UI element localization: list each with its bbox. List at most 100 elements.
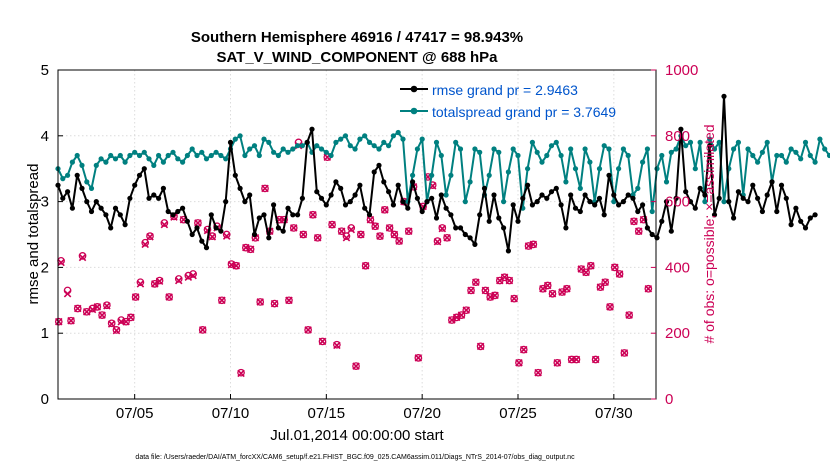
series-point-totalspread — [443, 192, 449, 198]
obs-assimilated-marker — [261, 184, 269, 193]
series-point-rmse — [438, 192, 444, 198]
obs-assimilated-marker — [591, 355, 600, 364]
plot-frame — [57, 69, 657, 400]
obs-possible-marker — [333, 340, 341, 349]
series-point-rmse — [711, 212, 718, 218]
series-point-rmse — [146, 195, 152, 201]
obs-possible-marker — [371, 222, 380, 231]
right-tick-label: 1000 — [665, 62, 698, 79]
series-point-totalspread — [587, 159, 593, 165]
series-point-rmse — [318, 195, 325, 201]
series-point-totalspread — [318, 146, 325, 152]
obs-possible-marker — [515, 358, 523, 367]
series-point-totalspread — [707, 136, 713, 142]
series-point-totalspread — [60, 176, 66, 182]
series-point-totalspread — [577, 185, 583, 191]
series-point-totalspread — [601, 143, 607, 149]
series-point-rmse — [467, 235, 473, 241]
obs-possible-marker — [103, 301, 111, 310]
series-point-totalspread — [606, 146, 612, 152]
obs-possible-marker — [404, 227, 413, 236]
series-point-rmse — [793, 205, 799, 211]
legend-rmse-label: rmse grand pr = 2.9463 — [432, 82, 578, 98]
series-point-rmse — [127, 195, 133, 201]
series-point-totalspread — [750, 152, 756, 159]
series-point-totalspread — [180, 159, 186, 165]
series-point-rmse — [798, 218, 804, 224]
obs-possible-marker — [218, 296, 226, 305]
series-point-rmse — [462, 231, 468, 238]
series-point-totalspread — [429, 172, 435, 178]
series-point-rmse — [266, 235, 272, 241]
series-point-rmse — [400, 199, 406, 205]
series-point-rmse — [472, 241, 478, 247]
series-point-totalspread — [783, 159, 789, 165]
series-point-totalspread — [807, 152, 813, 159]
obs-assimilated-marker — [634, 227, 643, 235]
obs-possible-marker — [519, 345, 528, 354]
legend-spread-marker — [410, 107, 418, 115]
left-tick-label: 4 — [41, 128, 49, 145]
series-point-rmse — [625, 192, 631, 198]
obs-assimilated-marker — [189, 271, 197, 280]
series-point-totalspread — [798, 156, 804, 162]
series-point-rmse — [649, 231, 655, 238]
series-point-totalspread — [649, 208, 655, 215]
obs-possible-marker — [572, 355, 581, 364]
obs-assimilated-marker — [222, 232, 231, 240]
obs-assimilated-marker — [601, 278, 609, 286]
left-axis: 0 1 2 3 4 5 — [41, 62, 63, 408]
obs-assimilated-marker — [505, 276, 514, 285]
obs-possible-marker — [107, 319, 116, 328]
series-point-rmse — [692, 205, 698, 211]
series-point-totalspread — [716, 139, 722, 145]
obs-possible-marker — [285, 296, 293, 305]
left-tick-label: 5 — [41, 62, 49, 79]
obs-possible-marker — [457, 311, 466, 319]
series-point-rmse — [98, 205, 104, 211]
obs-assimilated-marker — [481, 286, 490, 295]
series-point-totalspread — [510, 146, 516, 152]
series-point-rmse — [716, 195, 722, 201]
obs-possible-marker — [596, 283, 605, 291]
series-point-rmse — [515, 218, 521, 224]
series-point-rmse — [563, 225, 569, 231]
obs-assimilated-marker — [67, 316, 75, 325]
series-point-rmse — [783, 195, 789, 201]
obs-possible-marker — [582, 268, 590, 277]
series-point-totalspread — [802, 139, 809, 145]
obs-possible-marker — [567, 355, 576, 364]
series-point-totalspread — [256, 152, 262, 159]
series-point-totalspread — [88, 185, 95, 191]
series-point-totalspread — [568, 146, 574, 152]
series-point-totalspread — [625, 152, 631, 159]
series-point-totalspread — [745, 146, 751, 152]
series-point-rmse — [295, 212, 301, 218]
series-point-rmse — [117, 212, 123, 218]
series-point-rmse — [457, 225, 464, 231]
obs-assimilated-marker — [534, 368, 542, 377]
obs-possible-marker — [615, 270, 624, 278]
series-point-rmse — [242, 199, 248, 205]
series-point-totalspread — [386, 143, 392, 149]
series-point-rmse — [529, 202, 536, 208]
series-point-totalspread — [338, 136, 344, 142]
series-point-rmse — [750, 182, 756, 188]
series-point-rmse — [548, 189, 555, 195]
series-point-rmse — [534, 199, 540, 205]
y-axis-label-left: rmse and totalspread — [25, 164, 42, 305]
series-point-totalspread — [352, 146, 358, 152]
obs-possible-marker — [174, 275, 183, 283]
obs-assimilated-marker — [127, 313, 135, 322]
obs-assimilated-marker — [98, 311, 106, 319]
series-point-totalspread — [448, 172, 454, 178]
series-point-totalspread — [328, 152, 334, 159]
series-point-rmse — [405, 205, 411, 211]
series-point-rmse — [769, 179, 775, 185]
obs-assimilated-marker — [404, 227, 413, 235]
series-point-rmse — [175, 208, 181, 215]
obs-possible-marker — [328, 220, 336, 229]
obs-possible-marker — [246, 245, 255, 254]
obs-possible-marker — [54, 317, 63, 326]
series-point-rmse — [673, 195, 679, 201]
